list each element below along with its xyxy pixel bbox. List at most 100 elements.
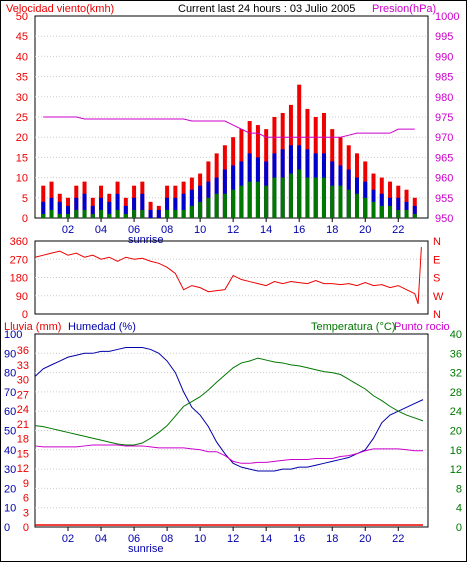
wind-avg-bar [396,197,401,218]
wind-low-bar [132,209,137,218]
rain-tick-label: 21 [17,419,29,431]
wind-low-bar [222,193,227,218]
wind-x-label: 22 [392,224,404,236]
wind-avg-bar [41,201,46,218]
direction-compass-label: N [433,309,441,321]
wind-x-label: 04 [95,224,107,236]
direction-compass-label: S [433,273,440,285]
humidity-tick-label: 40 [4,445,16,457]
panel3-sunrise-label: sunrise [128,543,163,555]
temperature-tick-label: 8 [456,483,462,495]
wind-low-bar [321,177,326,218]
wind-low-bar [239,185,244,218]
wind-avg-bar [156,209,161,218]
humidity-tick-label: 10 [4,503,16,515]
pressure-tick-label: 990 [435,51,453,63]
temperature-tick-label: 16 [450,445,462,457]
pressure-line [43,116,415,138]
direction-compass-label: W [433,291,444,303]
wind-tick-label: 50 [16,11,28,23]
wind-avg-bar [132,197,137,218]
wind-avg-bar [66,205,71,218]
pressure-tick-label: 965 [435,152,453,164]
wind-low-bar [330,185,335,218]
wind-tick-label: 20 [16,132,28,144]
wind-x-label: 14 [260,224,272,236]
rain-tick-label: 24 [17,404,29,416]
wind-avg-bar [49,197,54,218]
wind-x-label: 18 [326,224,338,236]
climate-x-label: 02 [62,533,74,545]
wind-x-label: 10 [194,224,206,236]
temperature-tick-label: 40 [450,329,462,341]
rain-tick-label: 36 [17,345,29,357]
wind-low-bar [57,213,62,218]
wind-low-bar [181,209,186,218]
temperature-tick-label: 28 [450,387,462,399]
wind-avg-bar [140,193,145,218]
humidity-tick-label: 90 [4,348,16,360]
wind-avg-bar [189,189,194,218]
wind-low-bar [173,209,178,218]
wind-low-bar [206,197,211,218]
humidity-tick-label: 0 [4,522,10,534]
wind-low-bar [404,209,409,218]
wind-low-bar [41,213,46,218]
humidity-tick-label: 70 [4,387,16,399]
wind-low-bar [255,181,260,218]
wind-tick-label: 10 [16,173,28,185]
wind-avg-bar [165,197,170,218]
wind-axis-x: 02 04 06 08 10 12 14 16 18 20 22 [62,218,404,236]
wind-low-bar [379,205,384,218]
humidity-tick-label: 50 [4,426,16,438]
humidity-tick-label: 100 [4,329,22,341]
direction-tick-label: 90 [16,291,28,303]
direction-line [34,247,422,305]
wind-low-bar [99,209,104,218]
pressure-tick-label: 1000 [435,11,459,23]
pressure-tick-label: 970 [435,132,453,144]
climate-x-label: 12 [227,533,239,545]
chart-title: Current last 24 hours : 03 Julio 2005 [178,3,355,15]
wind-x-label: 02 [62,224,74,236]
wind-avg-bar [107,201,112,218]
wind-avg-bar [148,209,153,218]
climate-x-label: 04 [95,533,107,545]
humidity-axis: 0 10 20 30 40 50 60 70 80 90 100 [4,329,22,534]
wind-x-label: 06 [128,224,140,236]
wind-tick-label: 0 [22,213,28,225]
climate-grid [35,352,428,509]
temperature-axis: 0 4 8 12 16 20 24 28 32 36 40 [450,329,462,534]
wind-low-bar [82,209,87,218]
wind-low-bar [412,213,417,218]
pressure-tick-label: 980 [435,92,453,104]
pressure-tick-label: 950 [435,213,453,225]
wind-tick-label: 15 [16,152,28,164]
direction-tick-label: 180 [10,273,28,285]
dewpoint-legend: Punto rocio [394,321,450,333]
wind-tick-label: 40 [16,51,28,63]
wind-avg-bar [412,205,417,218]
wind-low-bar [165,209,170,218]
wind-avg-bar [74,197,79,218]
wind-grid [35,35,428,199]
wind-avg-bar [123,205,128,218]
wind-axis-left: 0 5 10 15 20 25 30 35 40 45 50 [16,11,28,225]
temperature-tick-label: 20 [450,426,462,438]
temperature-line [34,357,424,446]
wind-low-bar [74,209,79,218]
temperature-tick-label: 12 [450,464,462,476]
temperature-tick-label: 0 [456,522,462,534]
wind-tick-label: 5 [22,193,28,205]
wind-avg-bar [57,201,62,218]
wind-avg-bar [115,193,120,218]
wind-low-bar [115,209,120,218]
climate-x-label: 06 [128,533,140,545]
wind-x-label: 12 [227,224,239,236]
wind-low-bar [198,201,203,218]
climate-x-label: 16 [293,533,305,545]
wind-low-bar [371,201,376,218]
rain-tick-label: 33 [17,360,29,372]
